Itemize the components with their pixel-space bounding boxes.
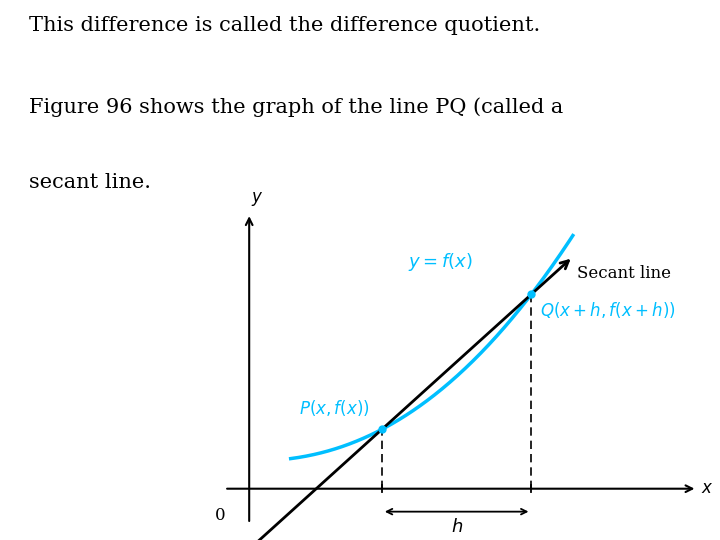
Text: $x$: $x$ xyxy=(701,480,714,497)
Text: 0: 0 xyxy=(215,507,225,524)
Text: Figure 96 shows the graph of the line PQ (called a: Figure 96 shows the graph of the line PQ… xyxy=(29,97,563,117)
Text: $h$: $h$ xyxy=(451,518,463,536)
Text: $Q(x + h, f(x + h))$: $Q(x + h, f(x + h))$ xyxy=(539,300,675,320)
Text: Secant line: Secant line xyxy=(577,265,671,282)
Text: secant line.: secant line. xyxy=(29,173,150,192)
Text: $y = f(x)$: $y = f(x)$ xyxy=(408,251,472,273)
Text: This difference is called the difference quotient.: This difference is called the difference… xyxy=(29,16,540,35)
Text: $P(x, f(x))$: $P(x, f(x))$ xyxy=(299,399,369,418)
Text: $y$: $y$ xyxy=(251,190,264,208)
